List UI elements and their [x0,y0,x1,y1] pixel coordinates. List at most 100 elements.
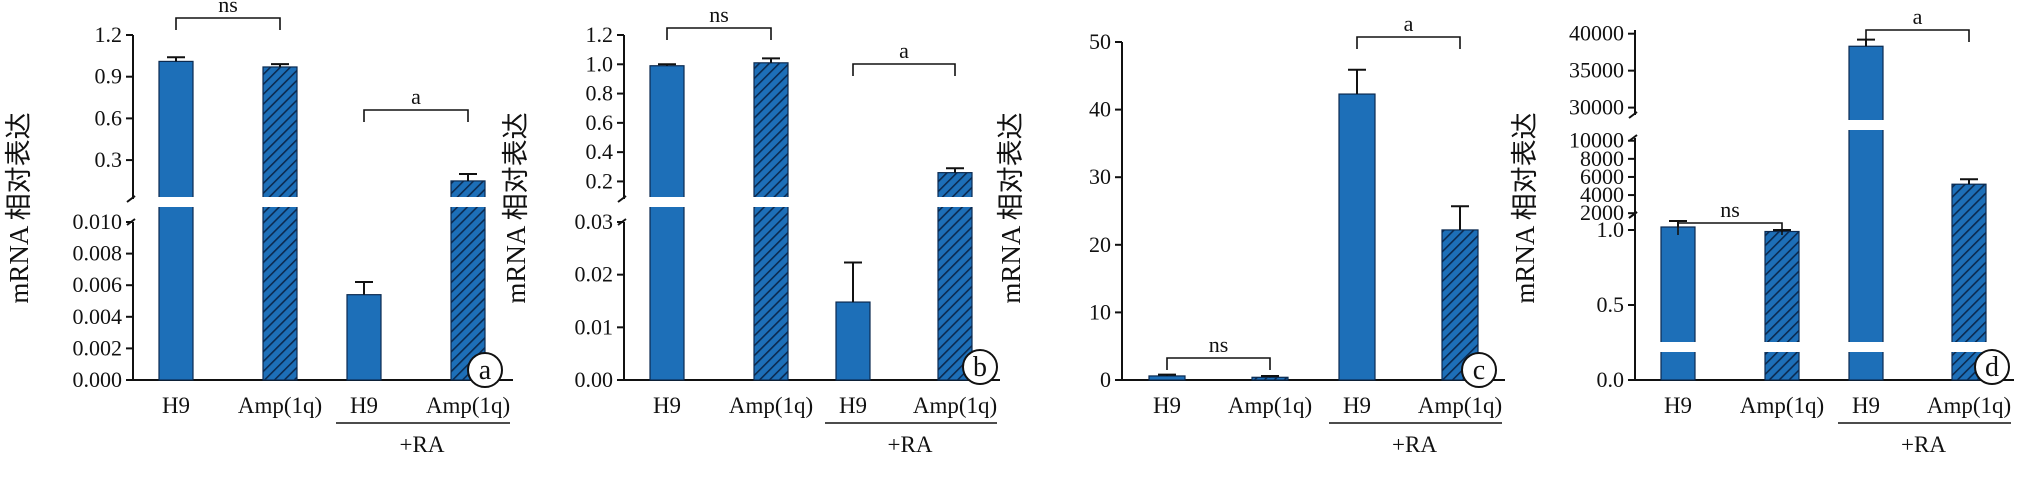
y-axis-label: mRNA 相对表达 [996,112,1026,303]
bar-amp1q [262,66,298,381]
significance-bracket [175,17,281,30]
bar-h9 [1660,226,1696,381]
y-tick-label: 0.02 [575,262,614,287]
significance-label: a [899,38,909,63]
bar-h9-ra [346,294,382,381]
y-axis-label: mRNA 相对表达 [501,112,531,303]
bar-amp1q-ra [450,180,486,381]
y-tick-label: 0.0 [1597,367,1625,392]
y-tick-label: 0.6 [95,105,123,130]
y-tick-label: 0.008 [73,241,123,266]
y-tick-label: 0.004 [73,304,123,329]
panel-label-circle [1974,349,2010,385]
significance-bracket [363,109,469,122]
x-tick-label: Amp(1q) [1418,393,1502,418]
y-axis-label: mRNA 相对表达 [1510,112,1540,303]
panel-label-circle [962,349,998,385]
y-tick-label: 35000 [1569,58,1624,83]
significance-bracket [1356,36,1461,49]
chart-panel-c: mRNA 相对表达 0 10 20 30 40 50 ns a H9 Amp(1q) H9 Amp(1q… [996,11,1505,457]
axis-break-gap [1639,120,2013,130]
bar-amp1q [753,62,789,381]
y-tick-label: 0.002 [73,335,123,360]
ra-group-label: +RA [400,432,445,457]
axis-break-gap [137,197,512,207]
significance-label: ns [218,0,238,17]
y-tick-label: 0.4 [586,139,614,164]
significance-bracket [1166,357,1271,370]
bar-h9 [158,60,194,381]
panel-label: b [973,352,987,383]
significance-bracket [1865,29,1970,42]
chart-panel-b: mRNA 相对表达 0.00 0.01 0.02 0.03 0.2 0.4 0.6 0.8 1.0… [501,2,1000,457]
y-tick-label: 6000 [1580,164,1624,189]
panel-label: a [479,355,492,386]
axis-break-mark [617,218,627,226]
significance-label: ns [709,2,729,27]
bar-h9 [649,65,685,381]
axis-break-gap [628,197,999,207]
x-tick-label: Amp(1q) [426,393,510,418]
y-tick-label: 0.03 [575,209,614,234]
y-tick-label: 10 [1089,299,1111,324]
y-tick-label: 1.0 [586,51,614,76]
panel-label-circle [1461,352,1497,388]
bar-h9-ra [835,301,871,381]
y-tick-label: 0.2 [586,168,614,193]
x-tick-label: H9 [1664,393,1692,418]
y-tick-label: 0.3 [95,147,123,172]
x-tick-label: Amp(1q) [1927,393,2011,418]
x-tick-label: H9 [839,393,867,418]
y-tick-label: 0 [1100,367,1111,392]
y-tick-label: 40 [1089,97,1111,122]
ra-group-label: +RA [1392,432,1437,457]
y-tick-label: 30 [1089,164,1111,189]
bar-h9-ra [1338,93,1376,381]
x-tick-label: H9 [162,393,190,418]
axis-break-gap [1639,342,2013,352]
y-tick-label: 40000 [1569,21,1624,46]
ra-group-label: +RA [888,432,933,457]
y-tick-label: 0.5 [1597,292,1625,317]
y-tick-label: 10000 [1569,128,1624,153]
bar-amp1q [1764,230,1800,381]
y-tick-label: 0.6 [586,110,614,135]
y-tick-label: 1.2 [95,22,123,47]
y-tick-label: 0.00 [575,367,614,392]
x-tick-label: Amp(1q) [238,393,322,418]
bar-h9 [1148,375,1186,381]
bar-amp1q [1251,376,1289,381]
panel-label: c [1473,355,1485,386]
x-tick-label: H9 [1343,393,1371,418]
significance-label: a [1404,11,1414,36]
y-tick-label: 50 [1089,29,1111,54]
x-tick-label: Amp(1q) [729,393,813,418]
x-tick-label: H9 [1852,393,1880,418]
y-tick-label: 0.8 [586,81,614,106]
x-tick-label: H9 [350,393,378,418]
panel-label-circle [467,352,503,388]
x-tick-label: Amp(1q) [1228,393,1312,418]
x-tick-label: Amp(1q) [913,393,997,418]
y-tick-label: 4000 [1580,182,1624,207]
significance-bracket [852,63,956,76]
significance-bracket [1677,222,1783,235]
x-tick-label: Amp(1q) [1740,393,1824,418]
significance-label: ns [1209,332,1229,357]
panel-label: d [1985,352,1999,383]
y-tick-label: 20 [1089,232,1111,257]
bar-h9-ra [1848,45,1884,381]
significance-label: ns [1720,197,1740,222]
y-tick-label: 2000 [1580,200,1624,225]
y-tick-label: 0.000 [73,367,123,392]
significance-label: a [411,84,421,109]
y-axis-label: mRNA 相对表达 [4,112,34,303]
y-tick-label: 0.01 [575,314,614,339]
y-tick-label: 0.006 [73,272,123,297]
chart-panel-a: mRNA 相对表达 0.000 0.002 0.004 0.006 0.008 0.010 0… [4,0,513,457]
significance-label: a [1913,4,1923,29]
significance-bracket [666,27,772,40]
y-tick-label: 1.2 [586,22,614,47]
ra-group-label: +RA [1901,432,1946,457]
